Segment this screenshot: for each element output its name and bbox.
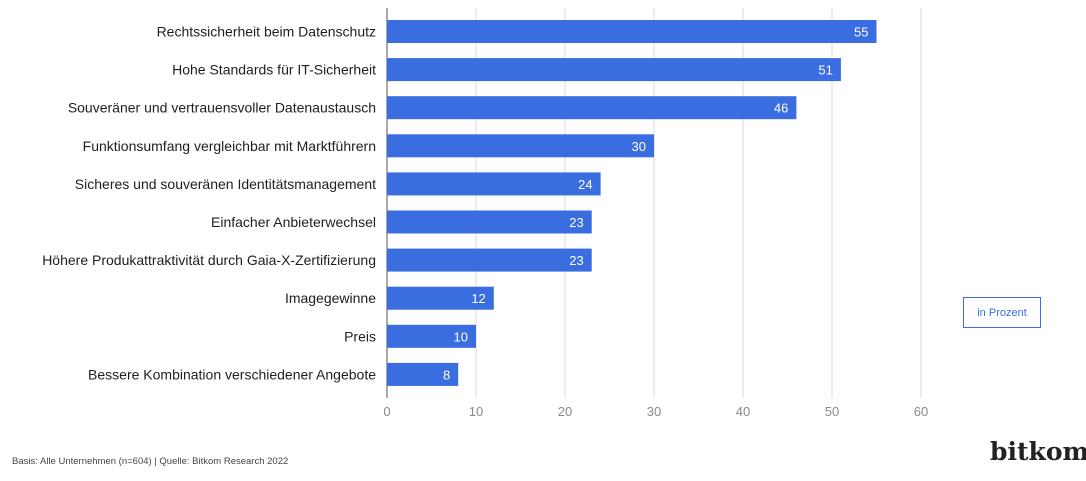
category-label: Rechtssicherheit beim Datenschutz — [157, 24, 376, 40]
category-label: Imagegewinne — [285, 290, 376, 306]
bar-value-label: 23 — [569, 215, 583, 230]
bar-value-label: 55 — [854, 25, 868, 40]
bar — [387, 172, 601, 196]
x-tick-label: 20 — [558, 404, 572, 419]
category-label: Höhere Produkattraktivität durch Gaia-X-… — [42, 252, 376, 268]
bar-value-label: 8 — [443, 367, 450, 382]
x-tick-label: 0 — [383, 404, 390, 419]
bar — [387, 286, 494, 310]
bar — [387, 58, 841, 82]
bar-value-label: 24 — [578, 177, 592, 192]
source-footnote: Basis: Alle Unternehmen (n=604) | Quelle… — [12, 456, 289, 467]
bar — [387, 210, 592, 234]
category-label: Bessere Kombination verschiedener Angebo… — [88, 366, 376, 382]
category-label: Sicheres und souveränen Identitätsmanage… — [75, 176, 376, 192]
bar-value-label: 46 — [774, 101, 788, 116]
x-tick-label: 50 — [825, 404, 839, 419]
unit-label: in Prozent — [977, 306, 1027, 319]
x-tick-label: 10 — [469, 404, 483, 419]
bar-value-label: 23 — [569, 253, 583, 268]
category-label: Preis — [344, 328, 376, 344]
bar — [387, 20, 877, 43]
category-label: Hohe Standards für IT-Sicherheit — [172, 62, 376, 78]
bar — [387, 134, 654, 158]
bar — [387, 96, 797, 120]
x-tick-label: 60 — [914, 404, 928, 419]
bar-value-label: 30 — [632, 139, 646, 154]
unit-legend-box: in Prozent — [963, 297, 1041, 328]
bar — [387, 248, 592, 272]
x-tick-label: 30 — [647, 404, 661, 419]
bar — [387, 324, 476, 348]
x-tick-label: 40 — [736, 404, 750, 419]
bitkom-logo: bitkom — [990, 437, 1086, 466]
category-label: Einfacher Anbieterwechsel — [211, 214, 376, 230]
bar — [387, 362, 459, 386]
bar-value-label: 51 — [818, 63, 832, 78]
bar-value-label: 10 — [454, 329, 468, 344]
category-label: Souveräner und vertrauensvoller Datenaus… — [68, 100, 376, 116]
bar-value-label: 12 — [471, 291, 485, 306]
category-label: Funktionsumfang vergleichbar mit Marktfü… — [83, 138, 376, 154]
